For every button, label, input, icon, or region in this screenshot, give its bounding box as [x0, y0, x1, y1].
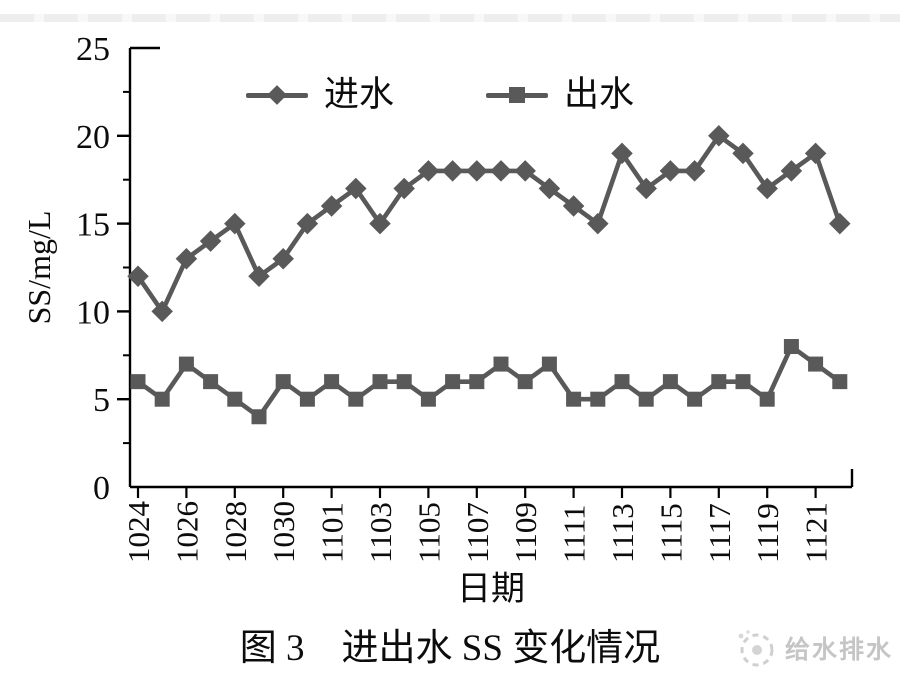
figure-caption: 图 3 进出水 SS 变化情况 — [240, 627, 660, 669]
data-point-diamond — [417, 160, 440, 182]
publisher-watermark: 给水排水 — [733, 622, 895, 674]
data-point-square — [662, 374, 678, 390]
data-point-square — [154, 391, 170, 407]
data-point-square — [541, 356, 557, 372]
data-point-diamond — [780, 160, 803, 182]
x-axis-ticks — [136, 487, 817, 498]
data-point-diamond — [756, 177, 778, 200]
data-point-square — [687, 391, 703, 407]
x-tick-label: 1111 — [557, 504, 592, 563]
x-tick-label: 1107 — [460, 502, 495, 563]
scan-artifact-band — [0, 14, 900, 22]
x-tick-label: 1101 — [315, 502, 350, 563]
data-point-diamond — [732, 142, 754, 165]
data-point-square — [638, 391, 654, 407]
data-point-square — [735, 374, 751, 390]
x-tick-label: 1115 — [653, 503, 688, 563]
data-point-diamond — [659, 160, 682, 182]
data-point-square — [130, 374, 146, 390]
data-point-square — [590, 391, 606, 407]
data-point-square — [566, 391, 582, 407]
data-point-square — [808, 356, 824, 372]
data-point-diamond — [611, 142, 633, 165]
watermark-text: 给水排水 — [785, 637, 894, 664]
x-tick-label: 1024 — [121, 501, 156, 564]
series-influent — [127, 125, 851, 323]
data-point-diamond — [635, 177, 657, 200]
data-point-diamond — [708, 125, 730, 147]
data-point-diamond — [393, 177, 415, 200]
data-point-square — [203, 374, 219, 390]
y-tick-labels: 0 5 10 15 20 25 — [76, 31, 110, 507]
data-point-square — [517, 374, 533, 390]
data-point-diamond — [127, 265, 149, 288]
data-point-diamond — [829, 212, 851, 235]
data-point-square — [251, 409, 267, 425]
x-tick-label: 1103 — [363, 502, 398, 563]
data-point-square — [275, 374, 291, 390]
data-point-square — [348, 391, 364, 407]
series-effluent — [130, 339, 848, 425]
data-point-square — [493, 356, 509, 372]
data-point-diamond — [224, 212, 246, 235]
y-axis-ticks — [117, 90, 130, 445]
x-tick-label: 1109 — [508, 502, 543, 563]
data-point-square — [832, 374, 848, 390]
data-point-diamond — [441, 160, 464, 182]
data-point-square — [227, 391, 243, 407]
y-tick-label: 20 — [76, 119, 110, 156]
y-tick-label: 15 — [76, 207, 110, 244]
x-tick-label: 1030 — [266, 501, 301, 563]
data-point-square — [711, 374, 727, 390]
data-point-diamond — [587, 212, 609, 235]
data-point-diamond — [320, 195, 343, 217]
data-point-square — [759, 391, 775, 407]
data-point-square — [372, 374, 388, 390]
y-tick-label: 25 — [76, 31, 110, 68]
data-point-diamond — [804, 142, 827, 165]
x-tick-labels: 1024 1026 1028 1030 1101 1103 1105 1107 1109 1111… — [121, 501, 834, 564]
data-point-diamond — [199, 230, 222, 252]
data-point-diamond — [248, 265, 270, 288]
x-tick-label: 1028 — [218, 501, 253, 563]
data-point-square — [420, 391, 436, 407]
y-tick-label: 5 — [93, 382, 110, 419]
y-axis-title: SS/mg/L — [21, 211, 57, 325]
x-axis-title: 日期 — [457, 571, 525, 608]
data-point-square — [396, 374, 412, 390]
data-point-square — [783, 339, 799, 355]
x-tick-label: 1119 — [750, 503, 785, 563]
data-point-diamond — [490, 160, 512, 182]
data-point-square — [614, 374, 630, 390]
data-point-square — [324, 374, 340, 390]
water-drop-logo-icon — [738, 630, 774, 667]
data-point-square — [445, 374, 461, 390]
series-line — [135, 344, 843, 420]
data-point-diamond — [466, 160, 488, 182]
y-tick-label: 0 — [93, 470, 110, 507]
x-tick-label: 1105 — [411, 502, 446, 563]
y-tick-label: 10 — [76, 294, 110, 331]
data-point-square — [299, 391, 315, 407]
data-point-square — [178, 356, 194, 372]
x-tick-label: 1026 — [169, 501, 204, 563]
axes — [128, 48, 852, 489]
data-point-diamond — [345, 177, 367, 200]
data-point-square — [469, 374, 485, 390]
x-tick-label: 1117 — [702, 503, 737, 563]
data-point-diamond — [514, 160, 536, 182]
x-tick-label: 1113 — [605, 503, 640, 563]
x-tick-label: 1121 — [799, 502, 834, 563]
data-point-diamond — [538, 177, 561, 200]
